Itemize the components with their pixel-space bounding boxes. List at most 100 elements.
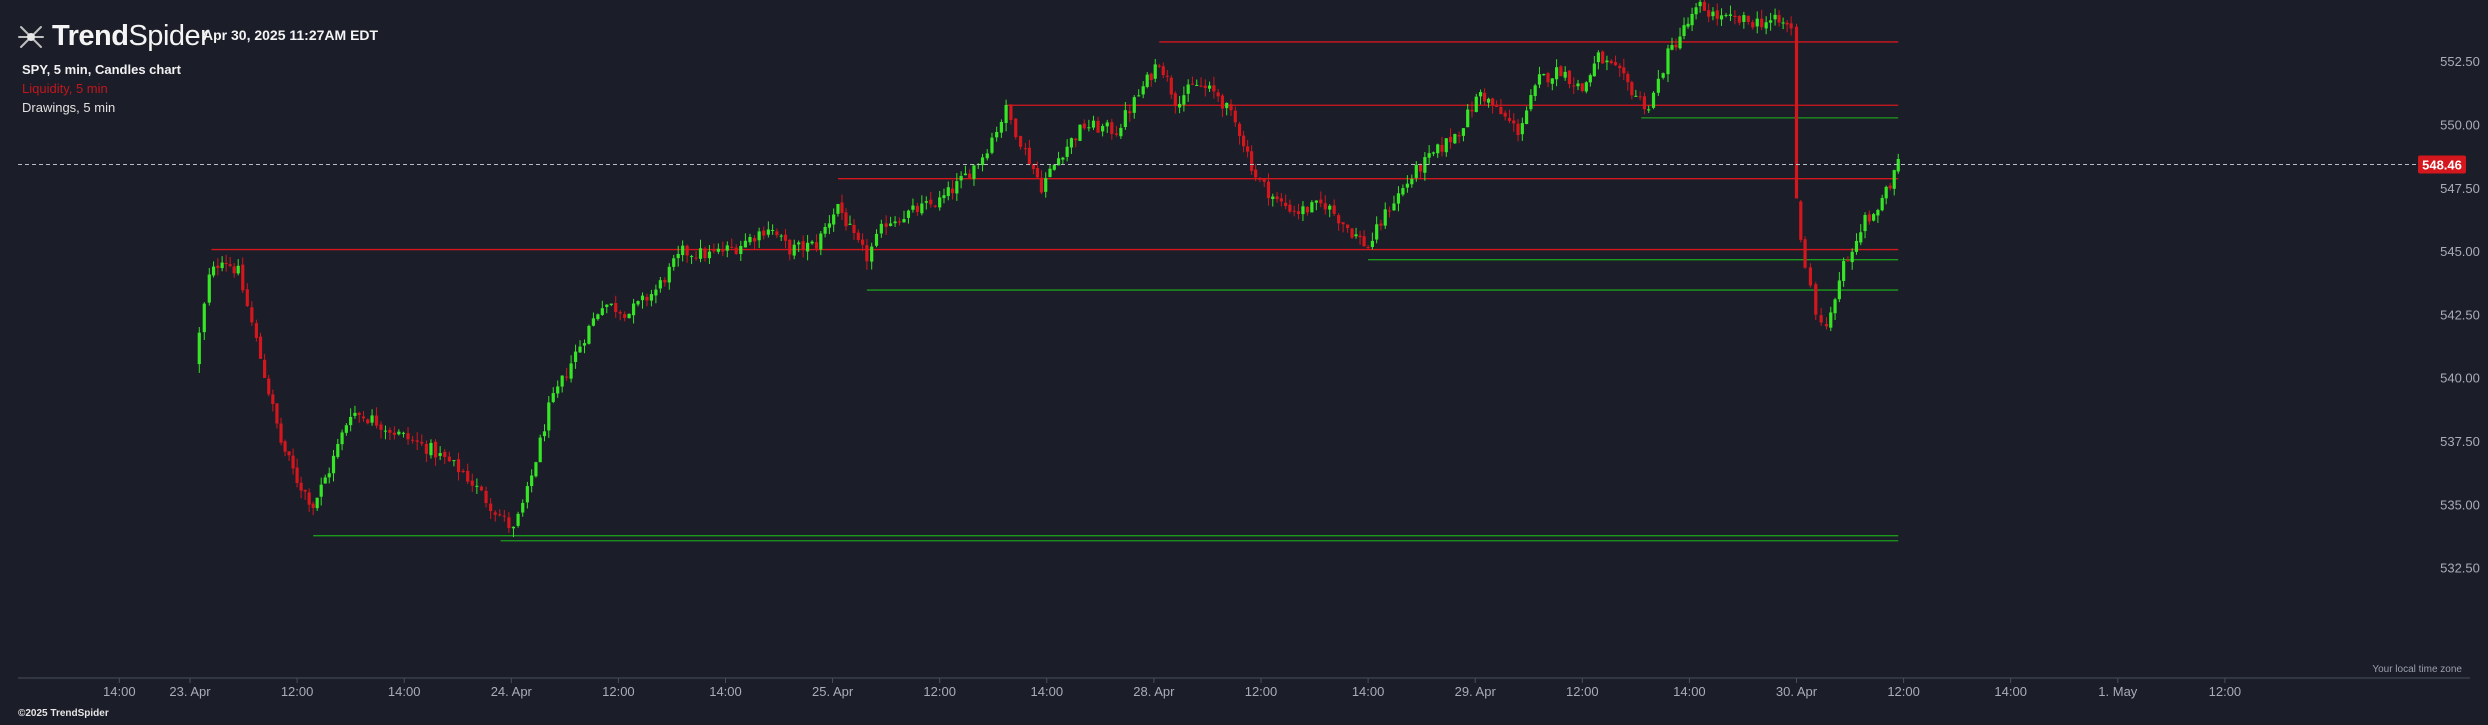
candle-down[interactable] [968,173,972,179]
candle-up[interactable] [1634,95,1638,97]
candle-up[interactable] [1123,110,1127,128]
candle-up[interactable] [596,314,600,320]
candle-up[interactable] [1666,48,1670,75]
candle-up[interactable] [1872,214,1876,221]
candle-up[interactable] [1884,186,1888,199]
candle-up[interactable] [1661,73,1665,78]
candle-down[interactable] [420,442,424,444]
candle-up[interactable] [1554,67,1559,80]
candle-down[interactable] [1074,138,1078,141]
candle-up[interactable] [353,412,357,416]
candle-up[interactable] [1436,144,1440,154]
candle-up[interactable] [383,430,388,432]
candle-up[interactable] [1225,102,1229,109]
candle-down[interactable] [730,246,734,248]
candle-down[interactable] [275,403,279,424]
candle-down[interactable] [1212,85,1216,92]
candle-down[interactable] [1009,104,1013,120]
candle-up[interactable] [1396,193,1401,204]
candle-up[interactable] [1069,138,1074,148]
candle-down[interactable] [258,336,263,359]
candle-up[interactable] [911,205,915,210]
candle-down[interactable] [1613,62,1618,66]
candle-down[interactable] [1814,284,1818,315]
candle-up[interactable] [591,318,596,326]
candle-down[interactable] [1379,223,1383,226]
candle-up[interactable] [999,121,1003,133]
candle-up[interactable] [681,245,685,256]
candle-up[interactable] [672,258,676,267]
candle-up[interactable] [1207,85,1212,89]
candle-up[interactable] [1773,14,1777,20]
candle-up[interactable] [874,233,879,246]
legend-main-series[interactable]: SPY, 5 min, Candles chart [22,62,181,77]
candle-up[interactable] [605,304,609,307]
legend-drawings[interactable]: Drawings, 5 min [22,100,116,115]
candle-down[interactable] [1470,109,1474,112]
candle-up[interactable] [207,274,211,303]
candle-up[interactable] [323,477,327,484]
candle-up[interactable] [1414,164,1418,178]
candle-down[interactable] [1559,66,1563,77]
candle-up[interactable] [1354,234,1358,237]
candle-up[interactable] [797,242,801,245]
candle-up[interactable] [1401,188,1405,195]
candle-down[interactable] [1580,83,1584,91]
candle-down[interactable] [788,239,792,255]
candle-up[interactable] [1542,74,1546,76]
candle-down[interactable] [1305,206,1310,213]
candle-up[interactable] [452,460,456,462]
candle-up[interactable] [511,526,516,529]
x-axis[interactable]: 14:00 23. Apr 12:00 14:00 24. Apr 12:00 14:00 2… [18,677,2470,699]
candle-down[interactable] [929,199,933,205]
candle-up[interactable] [578,346,582,353]
candle-down[interactable] [216,265,220,268]
candle-down[interactable] [424,443,428,454]
candle-down[interactable] [307,492,311,505]
candle-up[interactable] [748,236,752,243]
candle-down[interactable] [250,307,254,323]
candle-down[interactable] [254,323,259,338]
candle-down[interactable] [1702,1,1706,11]
candle-up[interactable] [1444,138,1448,153]
candle-up[interactable] [551,393,555,402]
candle-down[interactable] [1237,123,1242,136]
candle-up[interactable] [1550,78,1554,84]
candle-down[interactable] [1503,112,1507,117]
candle-up[interactable] [1728,14,1733,16]
candle-down[interactable] [1387,210,1392,212]
candle-up[interactable] [1537,74,1542,85]
candle-up[interactable] [1892,170,1896,189]
candle-down[interactable] [1229,104,1233,111]
candle-up[interactable] [1078,124,1082,141]
candle-up[interactable] [1101,126,1105,132]
candle-down[interactable] [267,378,271,395]
candle-down[interactable] [915,205,919,213]
candle-up[interactable] [1178,103,1182,108]
candle-up[interactable] [1670,45,1674,50]
candle-down[interactable] [1760,18,1764,28]
candle-up[interactable] [906,210,911,218]
candle-up[interactable] [819,233,823,250]
candle-up[interactable] [530,475,534,487]
candle-up[interactable] [1486,98,1491,103]
candle-up[interactable] [534,462,538,477]
candle-down[interactable] [1157,65,1161,67]
candle-up[interactable] [725,245,729,251]
candle-up[interactable] [1132,97,1136,113]
candle-down[interactable] [1266,181,1271,199]
candle-up[interactable] [370,415,374,423]
candle-down[interactable] [565,376,569,378]
candle-up[interactable] [525,486,529,503]
candle-down[interactable] [1319,199,1323,204]
candle-up[interactable] [1533,85,1537,97]
candle-down[interactable] [1867,214,1871,222]
candle-down[interactable] [645,296,649,301]
candle-up[interactable] [560,375,564,387]
candle-up[interactable] [806,242,810,252]
candle-up[interactable] [1690,13,1694,26]
candle-up[interactable] [1781,22,1785,24]
candle-up[interactable] [716,248,720,252]
candle-up[interactable] [1328,205,1332,210]
candle-up[interactable] [516,513,520,526]
